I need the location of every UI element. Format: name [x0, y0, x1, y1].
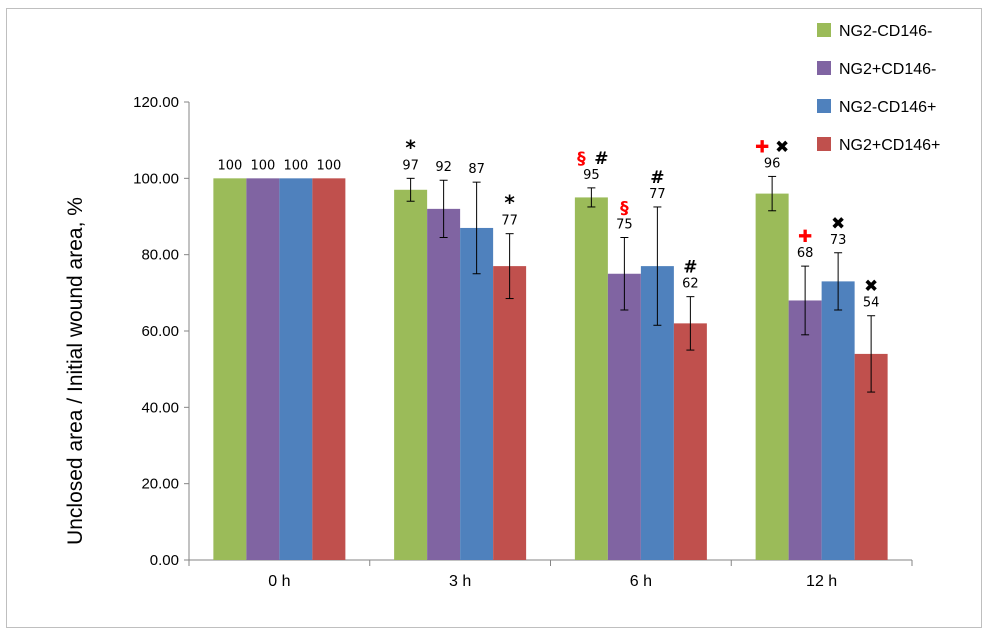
data-labels: 100 97 95 96 100 92 75 68 100 87 77 73 100 77 62 54 * * § #… [217, 135, 879, 310]
significance-marker: # [650, 168, 664, 188]
y-tick-label: 120.00 [133, 94, 179, 111]
bar [394, 189, 428, 561]
x-tick-label: 0 h [268, 573, 290, 590]
data-label: 73 [830, 233, 847, 248]
data-label: 100 [316, 158, 341, 173]
significance-marker: # [683, 258, 697, 278]
x-tick-label: 12 h [806, 573, 837, 590]
legend-swatch [817, 137, 831, 151]
data-label: 100 [283, 158, 308, 173]
significance-marker: ✚ [755, 137, 769, 157]
legend-swatch [817, 23, 831, 37]
legend-swatch [817, 99, 831, 113]
significance-marker: § [620, 198, 629, 218]
bar-chart: 0.00 20.00 40.00 60.00 80.00 100.00 120.00 0 h 3… [64, 23, 940, 590]
y-axis-label: Unclosed area / Initial wound area, % [64, 197, 87, 545]
chart-frame: 0.00 20.00 40.00 60.00 80.00 100.00 120.00 0 h 3… [6, 8, 982, 628]
significance-marker: # [594, 149, 608, 169]
data-label: 77 [501, 214, 518, 229]
significance-marker: * [504, 191, 515, 215]
bar [493, 266, 527, 560]
data-label: 100 [217, 158, 242, 173]
significance-marker: ✖ [775, 137, 789, 157]
legend-swatch [817, 61, 831, 75]
significance-marker: ✚ [798, 227, 812, 247]
data-label: 77 [649, 187, 666, 202]
data-label: 75 [616, 217, 633, 232]
bar [607, 273, 641, 560]
x-tick-label: 3 h [449, 573, 471, 590]
x-tick-label: 6 h [630, 573, 652, 590]
y-tick-label: 80.00 [141, 247, 179, 264]
bar [574, 197, 608, 560]
significance-marker: ✖ [831, 214, 845, 234]
data-label: 96 [764, 156, 781, 171]
legend-label: NG2+CD146- [839, 61, 936, 78]
y-tick-label: 60.00 [141, 323, 179, 340]
y-tick-label: 20.00 [141, 476, 179, 493]
data-label: 87 [468, 162, 485, 177]
bar [821, 281, 855, 560]
data-label: 95 [583, 168, 600, 183]
y-tick-label: 40.00 [141, 399, 179, 416]
data-label: 54 [863, 296, 880, 311]
significance-marker: § [577, 149, 586, 169]
data-label: 62 [682, 277, 699, 292]
y-tick-label: 100.00 [133, 170, 179, 187]
data-label: 97 [402, 158, 419, 173]
bar [279, 178, 313, 561]
legend-label: NG2+CD146+ [839, 137, 940, 154]
legend-label: NG2-CD146- [839, 23, 932, 40]
data-label: 92 [435, 160, 452, 175]
data-label: 68 [797, 246, 814, 261]
bar [427, 208, 461, 560]
bar [460, 227, 494, 560]
bar [312, 178, 346, 561]
bar [788, 300, 822, 560]
data-label: 100 [250, 158, 275, 173]
axes: 0.00 20.00 40.00 60.00 80.00 100.00 120.00 0 h 3… [133, 94, 913, 590]
legend-label: NG2-CD146+ [839, 99, 936, 116]
significance-marker: * [405, 135, 416, 159]
bar [755, 193, 789, 560]
significance-marker: ✖ [864, 277, 878, 297]
bar [246, 178, 280, 561]
bars [213, 175, 888, 561]
y-tick-label: 0.00 [150, 552, 179, 569]
bar [213, 178, 247, 561]
bar [673, 323, 707, 560]
legend: NG2-CD146- NG2+CD146- NG2-CD146+ NG2+CD146+ [817, 23, 940, 154]
